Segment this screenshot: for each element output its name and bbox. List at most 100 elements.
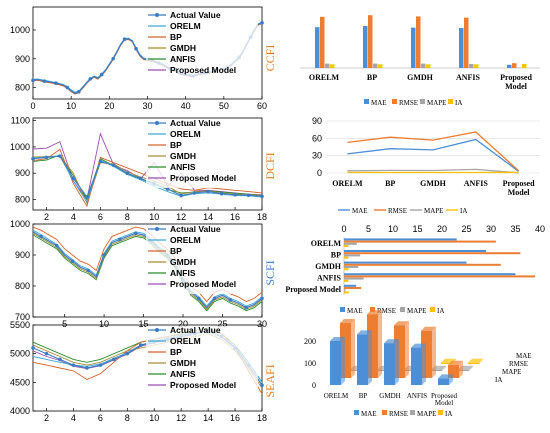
bar-rmse (512, 63, 517, 68)
z-tick-label: 0 (312, 381, 316, 390)
actual-value-point (233, 192, 237, 197)
category-label: Proposed Model (285, 285, 341, 294)
x-tick-label: 12 (176, 212, 186, 222)
category-label: GMDH (315, 262, 342, 271)
actual-value-point (260, 383, 264, 388)
legend-label: MAPE (427, 99, 446, 107)
bar-side (405, 321, 409, 378)
bar-mape (325, 63, 330, 68)
legend-label: BP (170, 347, 182, 357)
bar-ia (426, 64, 431, 68)
legend-label: RMSE (389, 410, 408, 418)
bar-rmse (421, 330, 432, 378)
x-tick-label: 18 (257, 413, 267, 423)
legend-label: MAPE (424, 207, 443, 215)
bar-top (357, 330, 372, 335)
actual-value-point (54, 81, 58, 85)
bar-mae (411, 347, 422, 385)
legend-label: ANFIS (170, 54, 196, 64)
legend-swatch (448, 99, 453, 104)
bar-side (395, 339, 399, 385)
side-label-dcfi: DCFI (263, 152, 277, 179)
legend-swatch (354, 410, 359, 415)
category-label: Proposed (500, 73, 532, 82)
y-tick-label: 1000 (10, 142, 30, 152)
bar-top (421, 326, 436, 331)
bar-ia (344, 256, 349, 259)
actual-value-point (138, 343, 143, 347)
actual-value-point (31, 346, 35, 350)
legend-swatch (382, 410, 387, 415)
legend-background (146, 225, 258, 294)
category-label: BP (385, 179, 395, 188)
legend-marker (155, 328, 159, 332)
actual-value-point (219, 191, 224, 196)
legend-label: ORELM (170, 336, 201, 346)
actual-value-point (54, 243, 59, 248)
actual-value-point (118, 237, 122, 242)
bar-mae (507, 64, 512, 68)
bar-mape (421, 63, 426, 68)
legend-label: ANFIS (170, 268, 196, 278)
bar-top (468, 358, 483, 363)
legend-label: MAE (361, 410, 377, 418)
scfi-errors-hbar-chart: 0 5 10 15 20 25 30 35 40 ORELM BP GMDH ANFIS Proposed… (285, 224, 545, 315)
bar-side (459, 360, 463, 378)
actual-value-point (206, 189, 210, 194)
legend-label: Proposed Model (170, 65, 236, 75)
y-tick-label: 4500 (10, 377, 30, 387)
bar-mape (377, 369, 388, 371)
category-label: BP (331, 250, 341, 259)
category-label: ORELM (311, 239, 342, 248)
legend-label: Actual Value (170, 10, 221, 20)
category-label: ORELM (324, 392, 349, 400)
legend-label: IA (460, 207, 467, 215)
actual-value-point (58, 357, 62, 362)
bar-rmse (344, 287, 362, 289)
legend-label: GMDH (170, 43, 196, 53)
legend-label: IA (445, 410, 452, 418)
x-tick-label: 50 (219, 101, 229, 111)
bar-ia (344, 245, 349, 247)
legend-marker (155, 227, 159, 231)
actual-value-point (125, 171, 130, 175)
bar-rmse (416, 16, 421, 68)
x-tick-label: 5 (62, 319, 67, 329)
bar-side (469, 365, 473, 371)
y-tick-label: 0 (317, 168, 322, 178)
bar-rmse (340, 323, 351, 378)
depth-label: RMSE (509, 360, 528, 368)
actual-value-point (246, 193, 251, 198)
legend-label: Proposed Model (170, 173, 236, 183)
bar-top (330, 337, 345, 341)
actual-value-point (44, 155, 49, 160)
legend-label: BP (170, 140, 182, 150)
x-tick-label: 10 (149, 413, 159, 423)
x-tick-label: 60 (257, 101, 267, 111)
bar-top (448, 360, 463, 365)
category-label: Model (435, 399, 453, 407)
x-tick-label: 15 (139, 319, 149, 329)
actual-value-point (212, 296, 217, 301)
depth-label: MAE (516, 352, 532, 360)
actual-value-point (98, 159, 103, 164)
actual-value-point (260, 296, 264, 301)
x-tick-label: 4 (71, 212, 76, 222)
bar-rmse (448, 364, 459, 378)
bar-top (438, 374, 453, 379)
bar-mape (344, 266, 359, 268)
actual-value-point (165, 187, 170, 191)
x-tick-label: 6 (98, 413, 103, 423)
x-tick-label: 10 (149, 212, 159, 222)
legend-background (146, 119, 258, 188)
bar-mape (458, 369, 469, 371)
side-label-seafi: SEAFI (263, 364, 277, 397)
legend-label: BP (170, 32, 182, 42)
actual-value-point (88, 77, 93, 81)
bar-ia (468, 362, 479, 364)
legend-swatch (438, 410, 443, 415)
actual-value-point (260, 194, 264, 199)
actual-value-point (42, 79, 47, 83)
y-tick-label: 900 (15, 250, 30, 260)
bar-top (394, 321, 409, 326)
